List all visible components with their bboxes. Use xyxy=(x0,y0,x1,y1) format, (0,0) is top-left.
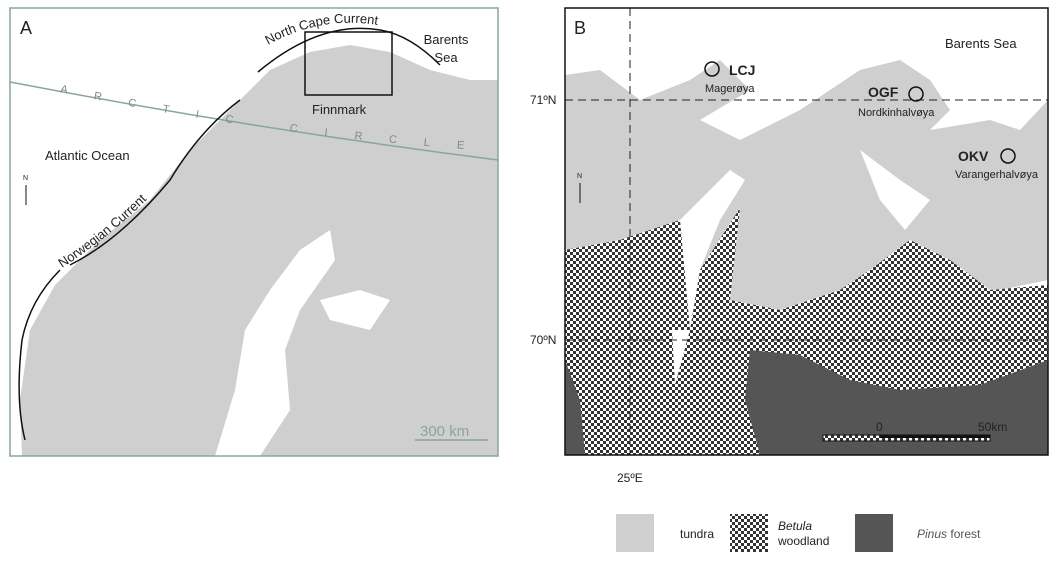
legend-label: Pinus xyxy=(917,527,947,541)
legend-label: Pinus forest xyxy=(917,527,981,541)
site-place: Varangerhalvøya xyxy=(955,169,1039,181)
sea-label: Barents xyxy=(424,32,469,47)
site-code: LCJ xyxy=(729,62,755,78)
map-b xyxy=(565,8,1048,455)
region-label: Finnmark xyxy=(312,102,367,117)
legend-swatch xyxy=(730,514,768,552)
legend-swatch xyxy=(616,514,654,552)
latitude-label: 70ºN xyxy=(530,333,556,347)
site-place: Magerøya xyxy=(705,83,755,95)
latitude-label: 71ºN xyxy=(530,93,556,107)
scale-label: 300 km xyxy=(420,423,469,440)
frame-a xyxy=(9,7,499,457)
site-code: OKV xyxy=(958,148,989,164)
longitude-label: 25ºE xyxy=(617,471,643,485)
frame-b xyxy=(564,7,1049,456)
north-arrow: N xyxy=(577,173,582,180)
site-code: OGF xyxy=(868,84,899,100)
site-place: Nordkinhalvøya xyxy=(858,107,935,119)
scale-label: 50km xyxy=(978,420,1007,434)
map-a xyxy=(10,8,498,456)
legend-label: forest xyxy=(947,527,981,541)
legend-label: woodland xyxy=(777,534,829,548)
ocean-label: Atlantic Ocean xyxy=(45,148,130,163)
panel-label: A xyxy=(20,18,32,38)
legend-label: Betula xyxy=(778,519,812,533)
legend-swatch xyxy=(855,514,893,552)
legend-label: tundra xyxy=(680,527,714,541)
scale-label: 0 xyxy=(876,420,883,434)
panel-label: B xyxy=(574,18,586,38)
sea-label: Sea xyxy=(434,50,458,65)
sea-label: Barents Sea xyxy=(945,36,1017,51)
north-arrow: N xyxy=(23,175,28,182)
